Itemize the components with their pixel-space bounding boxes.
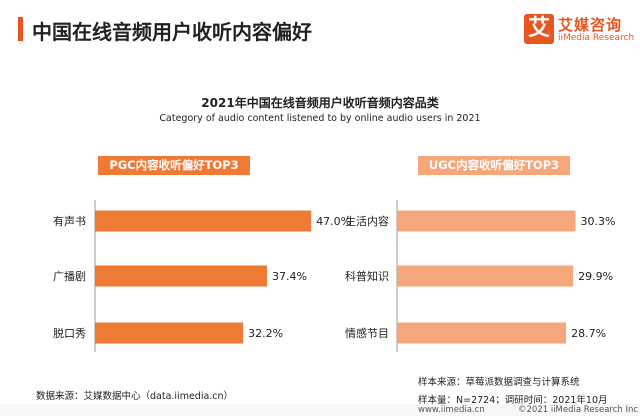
category-label: 科普知识: [345, 269, 389, 283]
category-label: 有声书: [53, 214, 86, 228]
value-label: 47.0%: [316, 215, 351, 228]
brand-mark-icon: 艾: [524, 14, 554, 44]
value-label: 37.4%: [272, 270, 307, 283]
bar-广播剧: [95, 265, 268, 287]
pgc-panel-header: PGC内容收听偏好TOP3: [98, 156, 250, 175]
chart-subtitle: Category of audio content listened to by…: [159, 113, 481, 124]
category-label: 生活内容: [345, 214, 389, 228]
value-label: 28.7%: [571, 327, 606, 340]
sample-info: 样本量：N=2724；调研时间：2021年10月: [418, 395, 608, 406]
category-label: 脱口秀: [53, 326, 86, 340]
ugc-panel-header: UGC内容收听偏好TOP3: [418, 156, 570, 175]
sample-source: 样本来源：草莓派数据调查与计算系统: [418, 377, 580, 388]
bar-科普知识: [397, 265, 574, 287]
brand-name-cn: 艾媒咨询: [558, 16, 623, 34]
category-label: 情感节目: [345, 327, 389, 340]
brand-name-en: iiMedia Research: [558, 33, 635, 43]
bar-脱口秀: [95, 322, 244, 344]
footer-url: www.iimedia.cn: [418, 405, 485, 415]
page-title: 中国在线音频用户收听内容偏好: [32, 20, 312, 44]
data-source: 数据来源：艾媒数据中心（data.iimedia.cn）: [36, 391, 234, 402]
value-label: 29.9%: [578, 270, 613, 283]
footer-strip: [0, 404, 640, 416]
bar-有声书: [95, 210, 312, 232]
value-label: 32.2%: [248, 327, 283, 340]
brand-logo: 艾 艾媒咨询 iiMedia Research: [524, 14, 635, 48]
bar-生活内容: [397, 210, 576, 232]
title-accent-bar: [18, 17, 23, 41]
bar-情感节目: [397, 322, 567, 344]
value-label: 30.3%: [581, 215, 616, 228]
chart-title: 2021年中国在线音频用户收听音频内容品类: [201, 96, 439, 110]
category-label: 广播剧: [53, 269, 86, 283]
footer-copyright: ©2021 iiMedia Research Inc: [518, 405, 639, 415]
